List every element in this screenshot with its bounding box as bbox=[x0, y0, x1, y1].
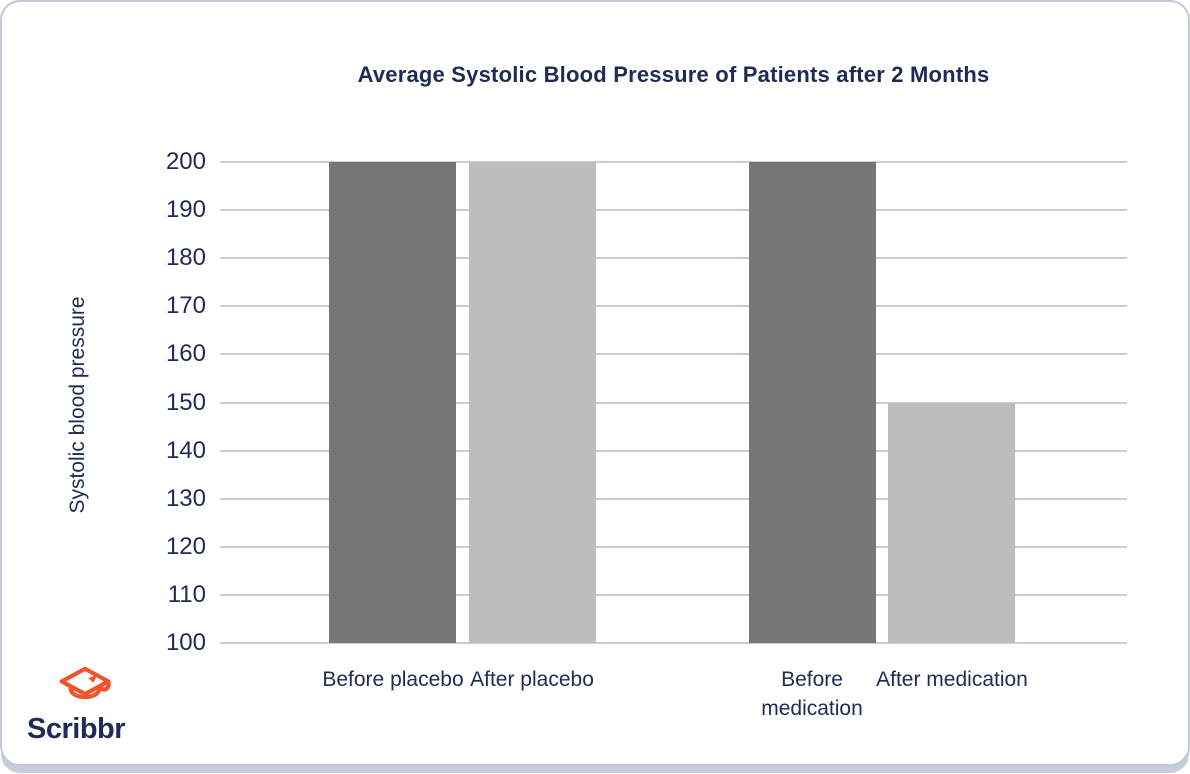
gridline-100 bbox=[220, 642, 1127, 644]
y-tick-120: 120 bbox=[165, 532, 206, 560]
scribbr-logo: Scribbr bbox=[27, 664, 187, 746]
gridline-150 bbox=[220, 401, 1127, 404]
y-tick-100: 100 bbox=[165, 629, 206, 656]
y-tick-180: 180 bbox=[165, 244, 206, 272]
x-label-after-medication: After medication bbox=[876, 668, 1028, 691]
gridline-160 bbox=[220, 353, 1127, 356]
gridline-200 bbox=[220, 161, 1127, 163]
y-tick-130: 130 bbox=[165, 484, 206, 512]
bar-before-medication bbox=[749, 162, 876, 643]
y-tick-200: 200 bbox=[165, 148, 206, 175]
x-label-after-placebo: After placebo bbox=[470, 668, 594, 691]
gridline-190 bbox=[220, 209, 1127, 212]
y-tick-110: 110 bbox=[167, 580, 206, 608]
y-tick-150: 150 bbox=[165, 388, 206, 416]
x-label-before-medication: Before medication bbox=[761, 668, 863, 720]
graduation-cap-icon bbox=[59, 666, 111, 700]
gridline-180 bbox=[220, 257, 1127, 260]
brand-name: Scribbr bbox=[27, 713, 126, 745]
y-tick-190: 190 bbox=[165, 196, 206, 224]
gridline-110 bbox=[220, 593, 1127, 596]
plot-area bbox=[220, 161, 1127, 644]
y-tick-160: 160 bbox=[165, 340, 206, 368]
y-tick-170: 170 bbox=[165, 292, 206, 320]
y-tick-140: 140 bbox=[165, 436, 206, 464]
bar-before-placebo bbox=[329, 162, 456, 643]
gridline-170 bbox=[220, 305, 1127, 308]
chart-title: Average Systolic Blood Pressure of Patie… bbox=[357, 62, 990, 87]
bar-after-medication bbox=[888, 402, 1015, 643]
gridline-130 bbox=[220, 497, 1127, 500]
x-label-before-placebo: Before placebo bbox=[322, 668, 464, 691]
gridline-120 bbox=[220, 545, 1127, 548]
gridline-140 bbox=[220, 449, 1127, 452]
y-axis-ticks: 200 190 180 170 160 150 140 130 120 110 100 bbox=[2, 148, 206, 656]
bar-after-placebo bbox=[469, 162, 596, 643]
x-axis-labels: Before placebo After placebo Before medica… bbox=[220, 665, 1127, 735]
